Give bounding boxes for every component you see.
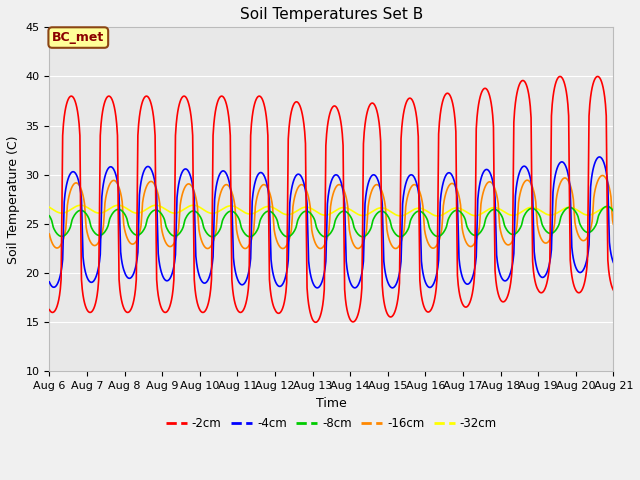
Line: -8cm: -8cm	[49, 206, 613, 237]
Legend: -2cm, -4cm, -8cm, -16cm, -32cm: -2cm, -4cm, -8cm, -16cm, -32cm	[161, 412, 502, 434]
-4cm	[609, 259, 617, 265]
-32cm	[195, 204, 202, 209]
-2cm	[609, 287, 617, 293]
-32cm	[45, 204, 53, 210]
-8cm	[45, 213, 53, 219]
-16cm	[598, 173, 606, 179]
-16cm	[324, 234, 332, 240]
-4cm	[314, 285, 321, 291]
-2cm	[378, 282, 386, 288]
-32cm	[559, 206, 567, 212]
Y-axis label: Soil Temperature (C): Soil Temperature (C)	[7, 135, 20, 264]
-2cm	[559, 77, 567, 83]
-2cm	[169, 286, 177, 292]
-8cm	[209, 234, 216, 240]
Text: BC_met: BC_met	[52, 31, 104, 44]
-8cm	[169, 233, 177, 239]
-2cm	[312, 319, 319, 325]
-2cm	[324, 124, 332, 130]
-8cm	[434, 233, 442, 239]
-16cm	[169, 242, 177, 248]
-8cm	[603, 204, 611, 209]
-32cm	[435, 213, 442, 219]
-32cm	[378, 205, 386, 211]
-2cm	[193, 300, 201, 306]
-2cm	[434, 210, 442, 216]
Line: -2cm: -2cm	[49, 76, 613, 322]
-4cm	[378, 201, 386, 207]
-4cm	[324, 201, 332, 207]
-8cm	[609, 208, 617, 214]
-8cm	[559, 211, 566, 216]
-4cm	[595, 154, 603, 160]
-8cm	[193, 210, 201, 216]
-4cm	[45, 279, 53, 285]
-4cm	[193, 265, 201, 271]
-16cm	[378, 189, 386, 195]
-8cm	[324, 233, 332, 239]
-16cm	[204, 246, 211, 252]
-4cm	[169, 267, 177, 273]
-32cm	[77, 203, 84, 208]
-16cm	[434, 240, 442, 246]
-16cm	[559, 177, 566, 182]
-16cm	[45, 231, 53, 237]
-16cm	[609, 221, 617, 227]
-8cm	[378, 208, 386, 214]
Line: -32cm: -32cm	[49, 205, 613, 216]
X-axis label: Time: Time	[316, 396, 347, 410]
-32cm	[170, 210, 178, 216]
Line: -4cm: -4cm	[49, 157, 613, 288]
-16cm	[193, 204, 201, 209]
Title: Soil Temperatures Set B: Soil Temperatures Set B	[240, 7, 423, 22]
-32cm	[324, 212, 332, 218]
-2cm	[45, 307, 53, 312]
-2cm	[556, 73, 564, 79]
-4cm	[559, 159, 566, 165]
-32cm	[434, 213, 442, 219]
-32cm	[609, 206, 617, 212]
-4cm	[434, 264, 442, 270]
Line: -16cm: -16cm	[49, 176, 613, 249]
